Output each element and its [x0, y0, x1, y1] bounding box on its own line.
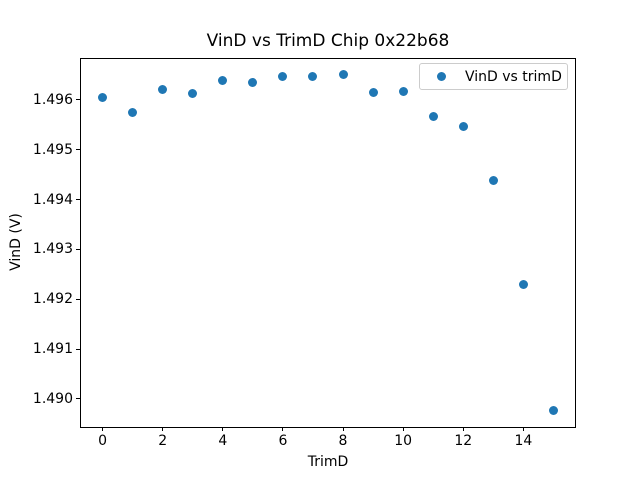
x-tick-mark — [462, 427, 464, 432]
data-point — [128, 107, 138, 117]
data-point — [308, 72, 318, 82]
data-point — [338, 69, 348, 79]
y-tick-label: 1.492 — [32, 291, 73, 308]
x-tick-mark — [162, 427, 164, 432]
data-point — [248, 77, 258, 87]
data-point — [278, 71, 288, 81]
data-point — [518, 280, 528, 290]
data-point — [98, 93, 108, 103]
y-tick-mark — [76, 199, 80, 201]
y-tick-mark — [76, 298, 80, 300]
x-tick-label: 4 — [218, 433, 228, 450]
y-tick-mark — [76, 348, 80, 350]
x-tick-mark — [342, 427, 344, 432]
y-tick-label: 1.493 — [32, 241, 73, 258]
x-tick-label: 14 — [514, 433, 533, 450]
y-tick-label: 1.490 — [32, 390, 73, 407]
x-tick-mark — [282, 427, 284, 432]
y-tick-label: 1.495 — [32, 141, 73, 158]
y-tick-mark — [76, 398, 80, 400]
data-point — [158, 85, 168, 95]
x-tick-label: 0 — [98, 433, 107, 450]
data-point — [398, 87, 408, 97]
x-tick-label: 8 — [338, 433, 348, 450]
data-point — [218, 75, 228, 85]
data-point — [428, 111, 438, 121]
legend-marker-icon — [437, 72, 446, 81]
y-tick-label: 1.496 — [32, 91, 73, 108]
x-tick-label: 6 — [278, 433, 288, 450]
y-tick-mark — [76, 99, 80, 101]
legend: VinD vs trimD — [419, 63, 568, 90]
data-point — [368, 87, 378, 97]
x-tick-label: 2 — [158, 433, 168, 450]
x-tick-mark — [222, 427, 224, 432]
y-tick-label: 1.494 — [32, 191, 73, 208]
x-tick-label: 12 — [454, 433, 473, 450]
data-point — [188, 88, 198, 98]
data-point — [548, 405, 558, 415]
y-tick-label: 1.491 — [32, 341, 73, 358]
x-tick-label: 10 — [394, 433, 413, 450]
x-tick-mark — [102, 427, 104, 432]
data-point — [458, 121, 468, 131]
y-tick-mark — [76, 248, 80, 250]
x-axis-label: TrimD — [307, 454, 349, 470]
chart-title: VinD vs TrimD Chip 0x22b68 — [206, 31, 450, 51]
x-tick-mark — [402, 427, 404, 432]
x-tick-mark — [522, 427, 524, 432]
legend-label: VinD vs trimD — [465, 68, 562, 85]
plot-area — [80, 58, 576, 428]
y-tick-mark — [76, 149, 80, 151]
data-point — [488, 176, 498, 186]
